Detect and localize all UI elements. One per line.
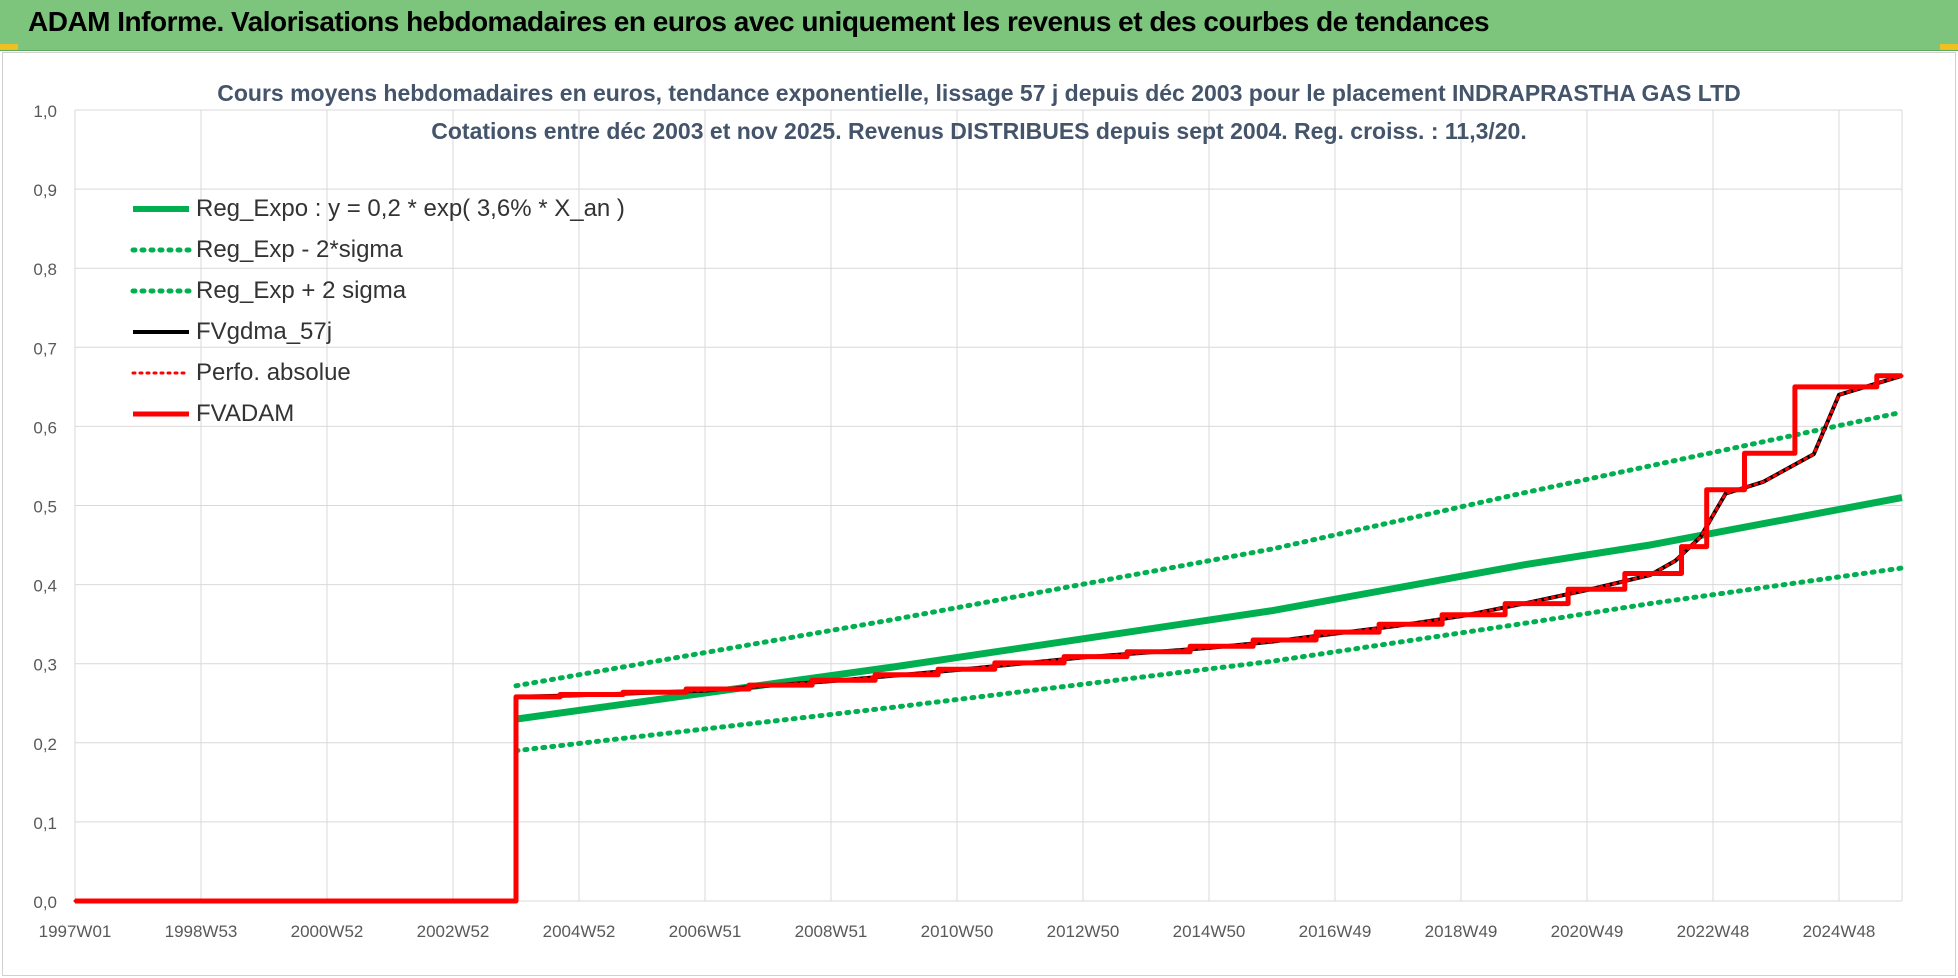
legend-label: FVgdma_57j	[196, 317, 333, 345]
x-tick-label: 2018W49	[1425, 922, 1498, 941]
legend-swatch	[133, 205, 189, 212]
chart-title-line-1: Cours moyens hebdomadaires en euros, ten…	[217, 80, 1741, 106]
corner-mark-right	[1940, 44, 1958, 50]
x-tick-label: 2004W52	[543, 922, 616, 941]
y-tick-label: 0,9	[33, 181, 57, 200]
y-tick-label: 0,2	[33, 735, 57, 754]
y-tick-label: 0,7	[33, 339, 57, 358]
x-tick-label: 2014W50	[1173, 922, 1246, 941]
y-tick-label: 0,5	[33, 498, 57, 517]
x-tick-label: 2022W48	[1677, 922, 1750, 941]
x-tick-label: 2002W52	[417, 922, 490, 941]
legend-item: FVADAM	[130, 393, 625, 434]
x-tick-label: 1997W01	[39, 922, 112, 941]
x-tick-label: 2024W48	[1803, 922, 1876, 941]
series-line-0	[515, 494, 1903, 723]
y-tick-label: 0,1	[33, 814, 57, 833]
series-line-1	[513, 565, 1905, 754]
x-tick-label: 2006W51	[669, 922, 742, 941]
x-tick-label: 2008W51	[795, 922, 868, 941]
x-tick-label: 2020W49	[1551, 922, 1624, 941]
y-tick-label: 0,4	[33, 577, 57, 596]
legend-label: Reg_Exp - 2*sigma	[196, 235, 403, 263]
legend-swatch	[130, 247, 192, 252]
x-tick-label: 2000W52	[291, 922, 364, 941]
legend-swatch	[130, 288, 192, 293]
legend-item: Reg_Exp + 2 sigma	[130, 270, 625, 311]
legend-swatch	[133, 411, 189, 416]
legend-label: FVADAM	[196, 399, 295, 427]
x-tick-label: 2012W50	[1047, 922, 1120, 941]
legend-label: Reg_Exp + 2 sigma	[196, 276, 407, 304]
legend-swatch	[131, 371, 191, 374]
legend-item: Reg_Exp - 2*sigma	[130, 229, 625, 270]
legend-item: Reg_Expo : y = 0,2 * exp( 3,6% * X_an )	[130, 188, 625, 229]
legend-item: FVgdma_57j	[130, 311, 625, 352]
legend-item: Perfo. absolue	[130, 352, 625, 393]
x-tick-label: 1998W53	[165, 922, 238, 941]
report-banner: ADAM Informe. Valorisations hebdomadaire…	[0, 0, 1958, 51]
chart-legend: Reg_Expo : y = 0,2 * exp( 3,6% * X_an ) R…	[130, 188, 625, 434]
corner-mark-left	[0, 44, 18, 50]
x-tick-label: 2016W49	[1299, 922, 1372, 941]
legend-label: Reg_Expo : y = 0,2 * exp( 3,6% * X_an )	[196, 194, 625, 222]
y-tick-label: 0,8	[33, 260, 57, 279]
series-line-5	[75, 373, 1902, 904]
legend-swatch	[133, 329, 189, 334]
y-tick-label: 1,0	[33, 102, 57, 121]
chart-title-line-2: Cotations entre déc 2003 et nov 2025. Re…	[431, 118, 1527, 144]
legend-label: Perfo. absolue	[196, 358, 351, 386]
x-tick-label: 2010W50	[921, 922, 994, 941]
y-tick-label: 0,3	[33, 656, 57, 675]
series-line-2	[513, 409, 1905, 689]
y-tick-label: 0,0	[33, 893, 57, 912]
y-tick-label: 0,6	[33, 418, 57, 437]
report-title: ADAM Informe. Valorisations hebdomadaire…	[28, 6, 1490, 37]
